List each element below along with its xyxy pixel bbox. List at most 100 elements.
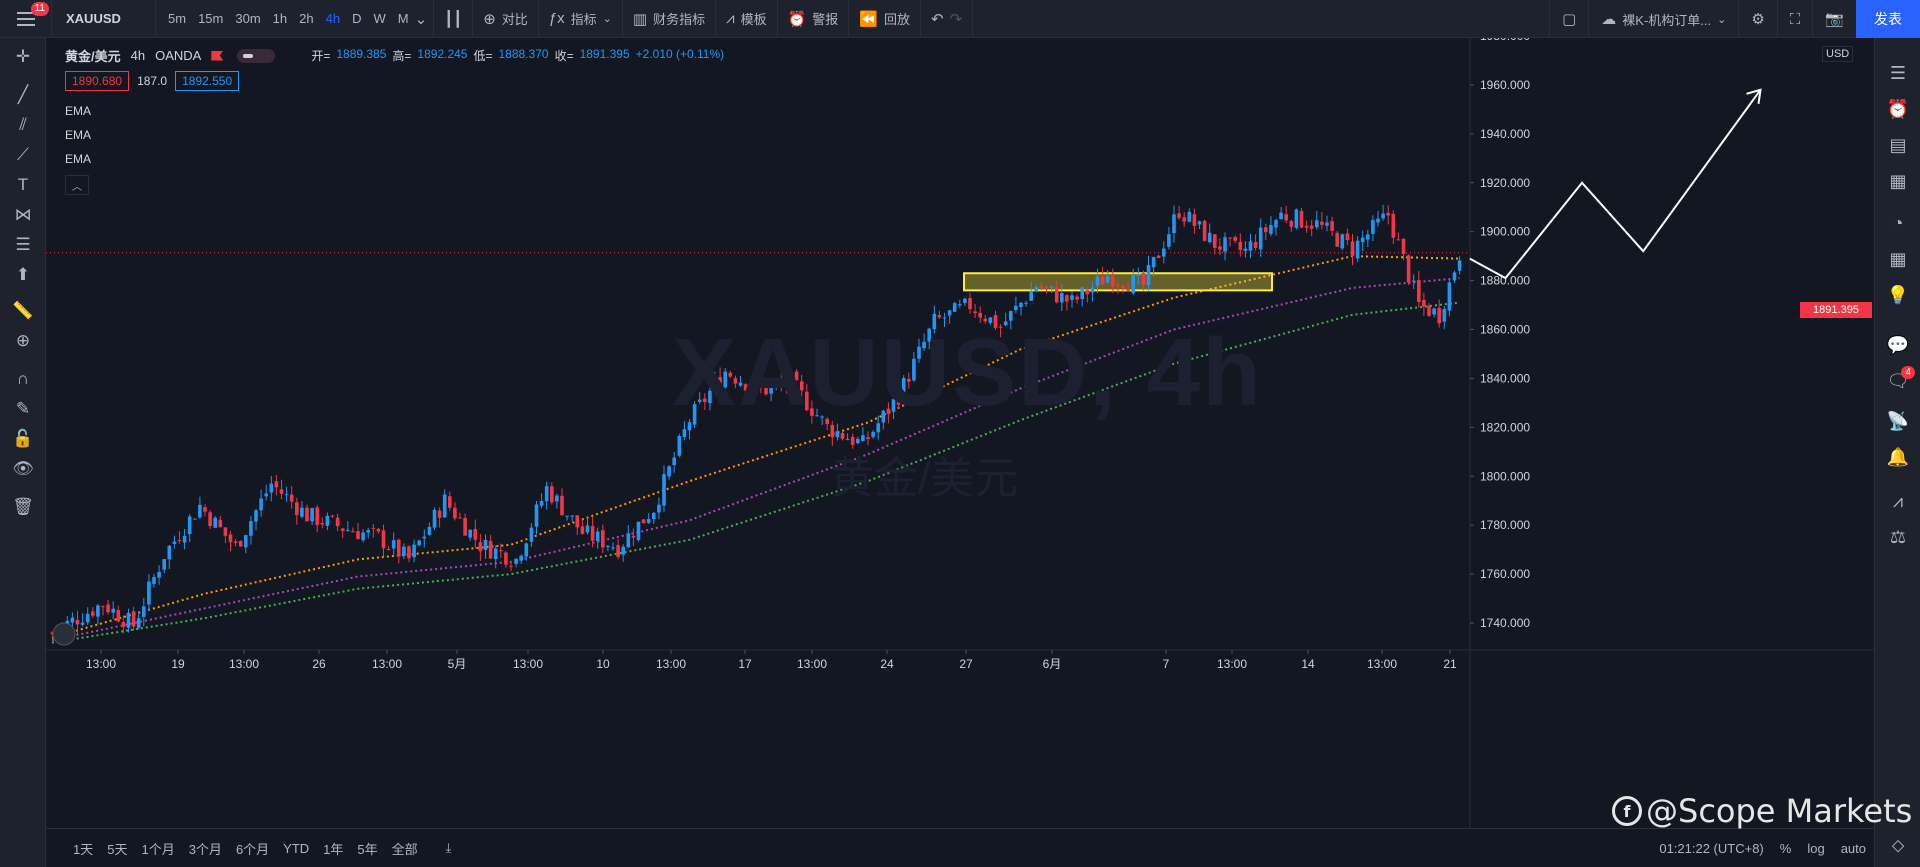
low-value: 1888.370	[498, 47, 549, 61]
flag-icon[interactable]	[211, 50, 224, 61]
range-1y[interactable]: 1年	[323, 841, 344, 857]
candle-body	[361, 532, 365, 541]
zoom-in-icon[interactable]: ⊕	[15, 331, 31, 350]
candle-body	[1207, 232, 1212, 243]
time-tick-label: 13:00	[656, 657, 686, 671]
magnet-icon[interactable]: ∩	[16, 369, 30, 388]
percent-toggle[interactable]: %	[1779, 841, 1792, 856]
candle-body	[1156, 255, 1161, 258]
parallel-channel-icon[interactable]: ⫽	[19, 115, 27, 134]
data-window-icon[interactable]: ▤	[1889, 134, 1907, 155]
candle-body	[1116, 284, 1120, 286]
arrow-up-icon[interactable]: ⬆	[15, 265, 31, 284]
layout-selector[interactable]: ☁ 裸K-机构订单... ⌄	[1588, 0, 1738, 38]
candle-body	[244, 535, 248, 548]
candle-body	[958, 304, 962, 306]
instrument-name[interactable]: 黄金/美元	[65, 49, 121, 64]
trendline-icon[interactable]: ╱	[17, 85, 29, 104]
range-3m[interactable]: 3个月	[188, 841, 222, 857]
undo-icon[interactable]: ↶	[930, 10, 944, 28]
compare-button[interactable]: ⊕ 对比	[473, 0, 539, 38]
expand-button[interactable]: ⛶	[1776, 0, 1813, 38]
chart-type-button[interactable]: ┃┃	[434, 0, 474, 38]
chart-pane[interactable]: 1740.000 1760.000 1780.000 1800.000 1820.000…	[46, 38, 1874, 867]
lock-icon[interactable]: 🔓	[12, 429, 34, 448]
trading-panel-icon[interactable]: ⩘	[1892, 490, 1904, 511]
dom-icon[interactable]: ⚖	[1889, 526, 1907, 547]
calendar-icon[interactable]: ▦	[1889, 248, 1907, 269]
auto-toggle[interactable]: auto	[1840, 841, 1866, 856]
candle-body	[223, 527, 228, 536]
sell-price[interactable]: 1890.680	[65, 71, 130, 91]
path-icon[interactable]: ⟋	[17, 145, 29, 164]
text-icon[interactable]: T	[17, 175, 29, 194]
candle-body	[1401, 238, 1406, 255]
chevron-down-icon[interactable]: ⌄	[414, 10, 428, 28]
range-1m[interactable]: 1个月	[141, 841, 175, 857]
range-ytd[interactable]: YTD	[283, 840, 310, 856]
fib-icon[interactable]: ☰	[15, 235, 31, 254]
alert-button[interactable]: ⏰ 警报	[778, 0, 850, 38]
notifications-icon[interactable]: 🔔	[1886, 446, 1910, 467]
eye-icon[interactable]: 👁	[12, 459, 34, 478]
candle-body	[830, 424, 835, 438]
ideas-icon[interactable]: 💡	[1886, 284, 1910, 305]
settings-button[interactable]: ⚙	[1738, 0, 1776, 38]
goto-date-icon[interactable]: ⤓	[445, 840, 452, 855]
range-5y[interactable]: 5年	[357, 841, 378, 857]
replay-button[interactable]: ⏪ 回放	[849, 0, 921, 38]
chat-icon[interactable]: 💬	[1886, 334, 1910, 355]
price-chart[interactable]: 1740.000 1760.000 1780.000 1800.000 1820.000…	[46, 38, 1874, 828]
indicator-ema-1[interactable]: EMA	[65, 104, 92, 118]
crosshair-icon[interactable]: ✛	[15, 47, 31, 66]
fullscreen-toggle[interactable]: ▢	[1549, 0, 1588, 38]
projection-path	[1469, 89, 1762, 280]
calendar-clock-icon[interactable]: ◔	[1892, 212, 1904, 233]
streams-icon[interactable]: 📡	[1886, 410, 1910, 431]
messages-icon[interactable]: 🗨 4	[1875, 364, 1920, 398]
candle-body	[295, 502, 299, 516]
collapse-legend-button[interactable]: ︿	[65, 175, 89, 195]
indicator-ema-2[interactable]: EMA	[65, 128, 92, 142]
candle-body	[998, 326, 1003, 328]
ruler-icon[interactable]: 📏	[12, 301, 34, 320]
visibility-toggle[interactable]	[237, 48, 276, 63]
templates-button[interactable]: ⩘ 模板	[716, 0, 778, 38]
candle-body	[529, 527, 534, 542]
expand-panel-icon[interactable]: ⬦	[1891, 834, 1905, 855]
currency-label[interactable]: USD	[1822, 46, 1854, 62]
redo-icon[interactable]: ↷	[949, 10, 963, 28]
financials-button[interactable]: ▥ 财务指标	[623, 0, 717, 38]
indicators-button[interactable]: ƒx 指标 ⌄	[539, 0, 623, 38]
range-5d[interactable]: 5天	[107, 841, 128, 857]
interval-5m[interactable]: 5m	[168, 11, 187, 26]
interval-30m[interactable]: 30m	[235, 11, 261, 26]
alarm-icon[interactable]: ⏰	[1886, 98, 1910, 119]
candle-body	[1121, 285, 1125, 289]
pattern-icon[interactable]: ⋈	[14, 205, 32, 224]
indicator-ema-3[interactable]: EMA	[65, 152, 92, 166]
hotlist-icon[interactable]: ▦	[1889, 170, 1907, 191]
clock[interactable]: 01:21:22 (UTC+8)	[1659, 841, 1764, 856]
pencil-lock-icon[interactable]: ✎	[15, 399, 31, 418]
interval-m[interactable]: M	[397, 11, 409, 26]
interval-d[interactable]: D	[352, 11, 362, 26]
candle-body	[565, 515, 569, 517]
range-all[interactable]: 全部	[391, 841, 418, 857]
log-toggle[interactable]: log	[1807, 841, 1825, 856]
buy-price[interactable]: 1892.550	[175, 71, 240, 91]
publish-button[interactable]: 发表	[1856, 0, 1920, 38]
menu-button[interactable]: 11	[0, 0, 52, 38]
interval-4h[interactable]: 4h	[325, 11, 341, 26]
range-1d[interactable]: 1天	[73, 841, 94, 857]
snapshot-button[interactable]: 📷	[1812, 0, 1856, 38]
interval-15m[interactable]: 15m	[198, 11, 224, 26]
trash-icon[interactable]: 🗑	[12, 497, 34, 516]
interval-w[interactable]: W	[373, 11, 386, 26]
range-6m[interactable]: 6个月	[235, 841, 270, 857]
interval-1h[interactable]: 1h	[272, 11, 288, 26]
watchlist-icon[interactable]: ☰	[1889, 62, 1907, 83]
candle-body	[1187, 211, 1192, 222]
interval-2h[interactable]: 2h	[299, 11, 314, 26]
symbol-search[interactable]: XAUUSD	[52, 0, 156, 38]
